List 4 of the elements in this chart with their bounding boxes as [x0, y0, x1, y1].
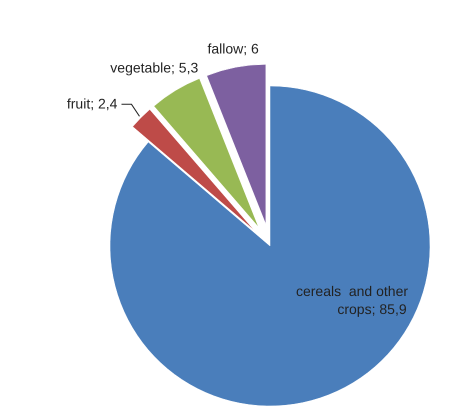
slice-label: fallow; 6: [207, 40, 260, 56]
slice-label: cereals and other crops; 85,9: [296, 283, 408, 317]
slice-label: fruit; 2,4: [66, 95, 118, 112]
slice-label: vegetable; 5,3: [110, 59, 198, 76]
